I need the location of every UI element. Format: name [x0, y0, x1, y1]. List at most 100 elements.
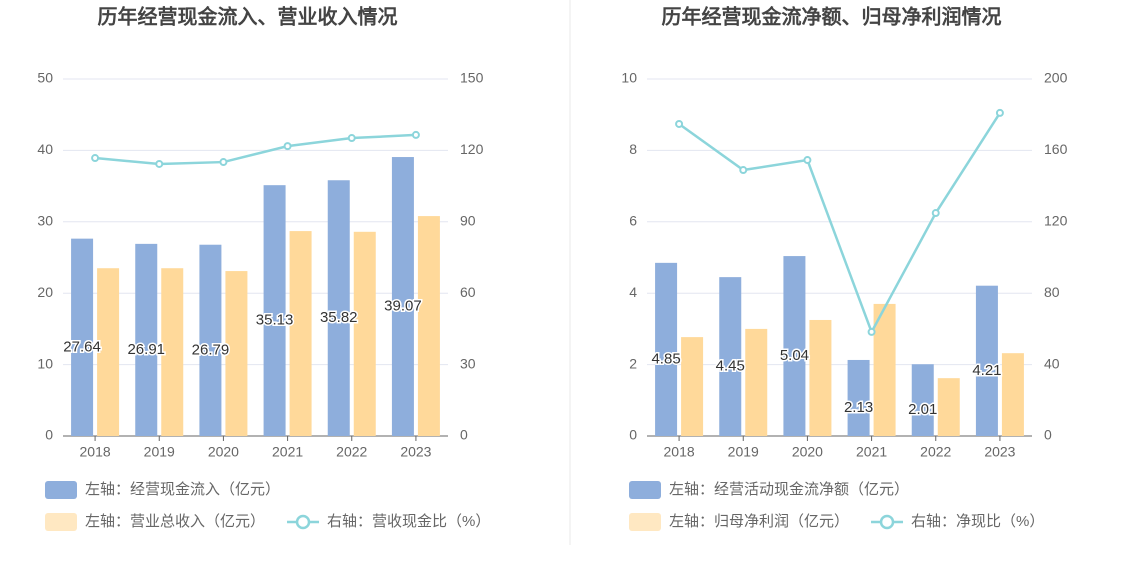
bar — [327, 180, 350, 436]
value-label: 2.13 — [844, 399, 873, 416]
value-label: 4.85 — [651, 350, 680, 367]
value-label: 27.64 — [63, 338, 101, 355]
value-label: 39.07 — [384, 297, 422, 314]
bar — [719, 277, 742, 436]
value-label: 26.79 — [192, 341, 230, 358]
bar — [681, 337, 704, 436]
bar — [809, 319, 832, 436]
bar — [289, 231, 312, 436]
line-point — [155, 159, 164, 168]
value-label: 5.04 — [780, 347, 809, 364]
bar — [97, 268, 120, 436]
bar — [745, 328, 768, 436]
y-tick-label: 20 — [37, 284, 53, 300]
y-tick-label: 8 — [629, 141, 637, 157]
y2-tick-label: 60 — [460, 284, 476, 300]
bar — [1001, 353, 1024, 436]
bar — [937, 378, 960, 436]
y-tick-label: 10 — [621, 70, 637, 86]
line-point — [867, 327, 876, 336]
y2-tick-label: 0 — [460, 427, 468, 443]
bar — [225, 271, 248, 436]
bar — [391, 157, 414, 436]
y-tick-label: 6 — [629, 213, 637, 229]
line-point — [411, 130, 420, 139]
x-tick-label: 2019 — [728, 444, 759, 460]
x-tick-label: 2021 — [272, 444, 303, 460]
bar — [783, 256, 806, 436]
y2-tick-label: 30 — [460, 355, 476, 371]
legend-icon — [629, 481, 661, 499]
y2-tick-label: 80 — [1044, 284, 1060, 300]
chart-title: 历年经营现金流净额、归母净利润情况 — [662, 4, 1002, 28]
value-label: 4.45 — [716, 358, 745, 375]
legend-icon — [45, 481, 77, 499]
line-point — [739, 166, 748, 175]
legend-label: 右轴：营收现金比（%） — [327, 513, 490, 530]
x-tick-label: 2023 — [400, 444, 431, 460]
value-label: 2.01 — [908, 401, 937, 418]
line-point — [995, 108, 1004, 117]
x-tick-label: 2019 — [144, 444, 175, 460]
x-tick-label: 2021 — [856, 444, 887, 460]
bar — [975, 285, 998, 436]
x-tick-label: 2022 — [920, 444, 951, 460]
line-point — [219, 158, 228, 167]
bar — [873, 303, 896, 436]
line — [678, 112, 1001, 335]
bar — [161, 268, 184, 436]
y-tick-label: 4 — [629, 284, 637, 300]
legend-label: 左轴：经营现金流入（亿元） — [85, 481, 280, 498]
x-tick-label: 2023 — [984, 444, 1015, 460]
line — [94, 133, 416, 166]
x-tick-label: 2018 — [80, 444, 111, 460]
y2-tick-label: 120 — [460, 141, 484, 157]
chart-title: 历年经营现金流入、营业收入情况 — [98, 4, 398, 28]
legend-label: 右轴：净现比（%） — [911, 513, 1044, 530]
bar — [353, 231, 376, 436]
bar — [417, 216, 440, 436]
y-tick-label: 0 — [45, 427, 53, 443]
legend-label: 左轴：经营活动现金流净额（亿元） — [669, 481, 909, 498]
line-point — [931, 209, 940, 218]
y-tick-label: 50 — [37, 70, 53, 86]
legend-icon — [295, 514, 311, 530]
y2-tick-label: 160 — [1044, 141, 1068, 157]
value-label: 35.82 — [320, 309, 358, 326]
y2-tick-label: 90 — [460, 213, 476, 229]
bar — [847, 359, 870, 436]
y-tick-label: 40 — [37, 141, 53, 157]
line-point — [675, 119, 684, 128]
y2-tick-label: 120 — [1044, 213, 1068, 229]
bar — [199, 244, 222, 436]
bar — [135, 243, 158, 436]
x-tick-label: 2020 — [208, 444, 239, 460]
legend-label: 左轴：归母净利润（亿元） — [669, 513, 849, 530]
line-point — [347, 134, 356, 143]
legend-icon — [45, 513, 77, 531]
value-label: 26.91 — [127, 341, 165, 358]
y-tick-label: 0 — [629, 427, 637, 443]
value-label: 4.21 — [972, 362, 1001, 379]
y-tick-label: 30 — [37, 213, 53, 229]
bar — [911, 364, 934, 436]
legend-label: 左轴：营业总收入（亿元） — [85, 513, 265, 530]
y2-tick-label: 200 — [1044, 70, 1068, 86]
bar — [655, 262, 678, 436]
y2-tick-label: 150 — [460, 70, 484, 86]
bar — [263, 185, 286, 436]
x-tick-label: 2022 — [336, 444, 367, 460]
y2-tick-label: 40 — [1044, 355, 1060, 371]
value-label: 35.13 — [256, 312, 294, 329]
bar — [71, 238, 94, 436]
x-tick-label: 2018 — [664, 444, 695, 460]
line-point — [803, 156, 812, 165]
line-point — [283, 142, 292, 151]
y-tick-label: 2 — [629, 355, 637, 371]
line-point — [91, 154, 100, 163]
y-tick-label: 10 — [37, 355, 53, 371]
y2-tick-label: 0 — [1044, 427, 1052, 443]
legend-icon — [879, 514, 895, 530]
legend-icon — [629, 513, 661, 531]
